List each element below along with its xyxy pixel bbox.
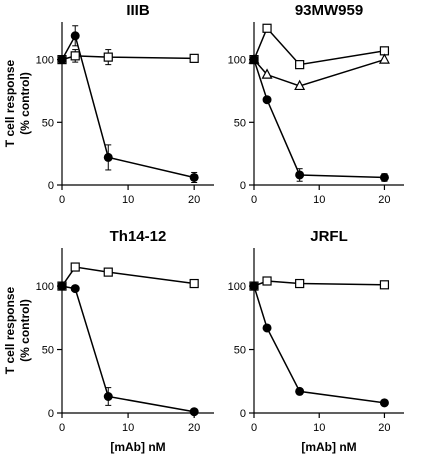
data-point — [379, 280, 390, 290]
x-tick-label: 0 — [251, 194, 257, 206]
data-point — [70, 51, 80, 61]
chart-panel-1: IIIB 0 50 100 0 10 20 T cell response (% control… — [3, 2, 214, 206]
series-open-square — [249, 23, 390, 70]
y-tick-label: 0 — [48, 408, 54, 420]
y-axis-label-line1: T cell response — [3, 286, 17, 374]
series-filled-circle — [249, 55, 389, 182]
x-tick-label: 20 — [188, 194, 200, 206]
x-tick-label: 10 — [313, 194, 325, 206]
data-point — [189, 53, 199, 63]
data-point — [295, 386, 305, 396]
y-axis-label-line2: (% control) — [18, 299, 32, 362]
chart-panel-4: JRFL 0 50 100 0 10 20 [mAb] nM — [228, 228, 404, 454]
series-open-square — [249, 276, 390, 291]
y-tick-label: 0 — [48, 180, 54, 192]
data-point — [262, 23, 272, 33]
series-line — [61, 285, 195, 413]
y-tick-label: 100 — [228, 55, 246, 67]
series-line — [61, 33, 195, 179]
x-tick-label: 0 — [251, 422, 257, 434]
data-point — [295, 60, 305, 70]
x-tick-label: 20 — [188, 422, 200, 434]
y-axis-label-line1: T cell response — [3, 59, 17, 147]
data-point — [57, 55, 67, 65]
series-line — [253, 285, 385, 404]
series-open-triangle — [248, 53, 390, 91]
data-point — [261, 68, 273, 79]
data-point — [103, 267, 113, 277]
data-point — [189, 172, 199, 182]
data-point — [57, 281, 67, 291]
y-tick-label: 0 — [240, 180, 246, 192]
series-line — [253, 58, 385, 87]
data-point — [249, 55, 259, 65]
panel-title: Th14-12 — [110, 228, 167, 245]
series-line — [61, 55, 195, 61]
series-open-square — [57, 262, 199, 291]
data-point — [70, 284, 80, 294]
data-point — [379, 172, 389, 182]
data-point — [294, 79, 306, 91]
series-line — [61, 266, 195, 287]
data-point — [70, 31, 80, 41]
data-point — [262, 95, 272, 105]
x-tick-label: 20 — [378, 194, 390, 206]
data-point — [378, 53, 390, 64]
data-point — [103, 52, 113, 62]
y-tick-label: 100 — [36, 281, 54, 293]
x-axis-label: [mAb] nM — [301, 440, 356, 454]
series-filled-circle — [57, 281, 199, 417]
data-point — [189, 407, 199, 417]
series-filled-circle — [57, 25, 199, 183]
chart-panel-2: 93MW959 0 50 100 0 10 20 — [228, 2, 404, 206]
data-point — [262, 276, 272, 286]
chart-panel-3: Th14-12 0 50 100 0 10 20 T cell response (% cont… — [3, 228, 214, 454]
x-tick-label: 0 — [59, 422, 65, 434]
series-line — [253, 59, 385, 179]
x-tick-label: 10 — [313, 422, 325, 434]
panel-title: JRFL — [310, 228, 348, 245]
y-axis-label-line2: (% control) — [18, 72, 32, 135]
y-tick-label: 50 — [234, 345, 246, 357]
series-line — [253, 26, 385, 66]
panel-title: 93MW959 — [295, 2, 363, 19]
y-tick-label: 0 — [240, 408, 246, 420]
x-tick-label: 0 — [59, 194, 65, 206]
x-tick-label: 10 — [122, 194, 134, 206]
data-point — [295, 170, 305, 180]
series-filled-circle — [249, 281, 389, 408]
y-tick-label: 50 — [42, 345, 54, 357]
data-point — [262, 323, 272, 333]
y-tick-label: 100 — [36, 55, 54, 67]
data-point — [103, 152, 113, 162]
x-tick-label: 20 — [378, 422, 390, 434]
panel-title: IIIB — [126, 2, 150, 19]
y-tick-label: 100 — [228, 281, 246, 293]
data-point — [249, 281, 259, 291]
y-tick-label: 50 — [42, 117, 54, 129]
x-tick-label: 10 — [122, 422, 134, 434]
data-point — [379, 398, 389, 408]
series-line — [253, 280, 385, 287]
data-point — [103, 392, 113, 401]
x-axis-label: [mAb] nM — [110, 440, 165, 454]
data-point — [70, 262, 80, 272]
data-point — [189, 278, 199, 289]
y-tick-label: 50 — [234, 117, 246, 129]
data-point — [295, 278, 305, 289]
